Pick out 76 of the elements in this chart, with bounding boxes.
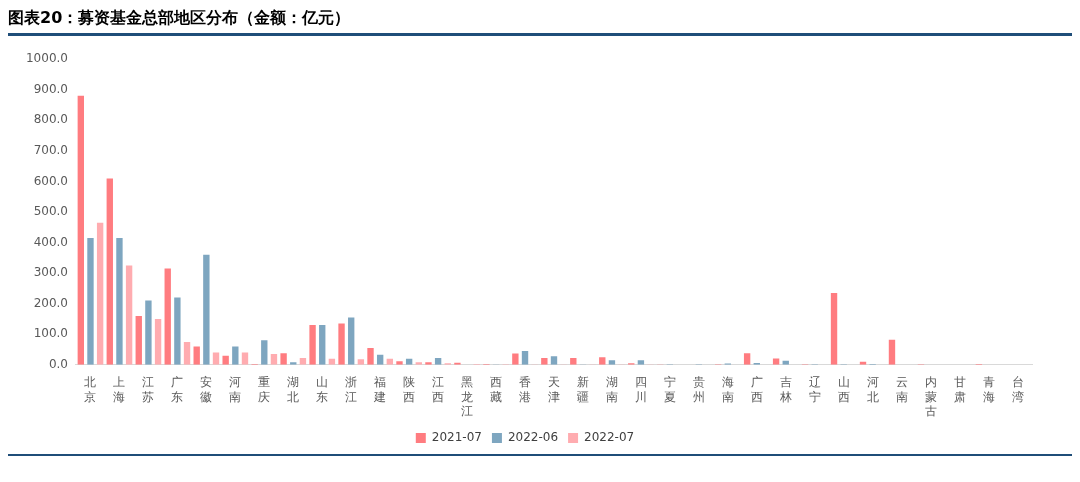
x-tick-label: 海南	[721, 375, 734, 404]
y-tick-label: 900.0	[33, 81, 68, 96]
x-tick-label: 山东	[316, 375, 329, 404]
x-tick-label: 湖南	[605, 375, 618, 404]
x-tick-label: 安徽	[200, 375, 213, 404]
bar	[125, 265, 133, 365]
x-tick-label: 山西	[837, 375, 850, 404]
x-tick-label: 西藏	[490, 375, 503, 404]
bar	[280, 353, 287, 365]
y-tick-label: 200.0	[33, 295, 68, 310]
legend-label: 2022-07	[584, 430, 635, 445]
y-tick-label: 1000.0	[25, 51, 68, 66]
chart-title: 图表20：募资基金总部地区分布（金额：亿元）	[8, 8, 1072, 36]
x-tick-label: 甘肃	[953, 375, 966, 404]
x-tick-label: 广西	[750, 375, 763, 404]
y-tick-label: 700.0	[33, 143, 68, 158]
x-tick-label: 内蒙古	[924, 375, 937, 418]
y-tick-label: 800.0	[33, 112, 68, 127]
x-tick-label: 辽宁	[808, 375, 821, 404]
y-tick-label: 500.0	[33, 204, 68, 219]
bar	[164, 268, 171, 365]
bar	[309, 325, 316, 365]
x-tick-label: 湖北	[287, 375, 300, 404]
bar	[145, 300, 152, 365]
bar	[193, 346, 200, 365]
bar	[135, 315, 142, 365]
x-tick-label: 浙江	[345, 375, 358, 404]
x-tick-label: 香港	[519, 375, 532, 404]
x-tick-label: 陕西	[403, 375, 416, 404]
bar	[96, 222, 104, 365]
bar	[396, 361, 403, 365]
x-tick-label: 天津	[547, 375, 560, 404]
bar	[232, 346, 239, 365]
x-tick-label: 江苏	[142, 375, 155, 404]
bar	[174, 297, 181, 365]
y-tick-label: 0.0	[48, 356, 68, 371]
bar	[183, 341, 191, 365]
bar	[106, 178, 113, 365]
x-tick-label: 广东	[171, 375, 184, 404]
x-tick-label: 青海	[982, 375, 995, 404]
x-tick-label: 北京	[84, 375, 97, 404]
x-tick-label: 上海	[113, 375, 126, 404]
legend-label: 2021-07	[431, 430, 482, 445]
x-tick-label: 河南	[229, 375, 242, 404]
bar	[261, 340, 268, 365]
x-tick-label: 宁夏	[663, 375, 676, 404]
bar	[154, 318, 162, 365]
x-tick-label: 重庆	[258, 375, 271, 404]
bar	[87, 237, 94, 365]
x-tick-label: 福建	[373, 375, 387, 404]
bar	[830, 292, 838, 365]
x-tick-label: 贵州	[692, 375, 705, 404]
bar	[222, 355, 229, 365]
x-tick-label: 云南	[895, 375, 908, 404]
x-tick-label: 河北	[866, 375, 879, 404]
x-tick-label: 台湾	[1011, 375, 1024, 404]
bar	[116, 237, 123, 365]
bar	[367, 347, 374, 365]
bar	[541, 358, 548, 365]
bar	[203, 254, 210, 365]
y-tick-label: 600.0	[33, 173, 68, 188]
x-tick-label: 四川	[634, 375, 647, 404]
legend-label: 2022-06	[507, 430, 559, 445]
y-tick-label: 400.0	[33, 234, 68, 249]
x-tick-label: 江西	[432, 375, 445, 404]
x-tick-label: 吉林	[778, 375, 792, 404]
y-tick-label: 300.0	[33, 265, 68, 280]
x-tick-label: 新疆	[576, 375, 589, 404]
bar	[338, 323, 345, 365]
x-tick-label: 黑龙江	[461, 375, 474, 418]
bar	[512, 353, 519, 365]
y-tick-label: 100.0	[33, 326, 68, 341]
bar	[319, 325, 326, 365]
bar	[77, 95, 84, 365]
bar	[348, 317, 355, 365]
bar	[888, 339, 896, 365]
